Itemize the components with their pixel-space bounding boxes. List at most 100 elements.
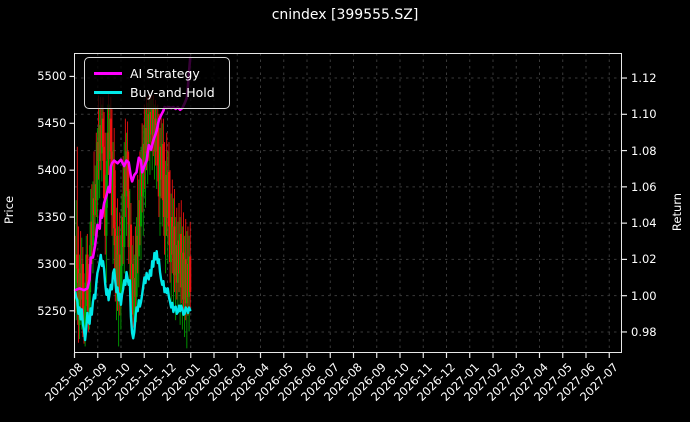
candle-body xyxy=(184,259,187,304)
candle-body xyxy=(168,226,172,263)
candle-body xyxy=(170,217,173,263)
candle-body xyxy=(166,172,169,218)
candle-body xyxy=(182,252,185,300)
candle-body xyxy=(91,198,95,246)
candle-body xyxy=(133,278,136,315)
candle-body xyxy=(95,184,98,201)
candle-body xyxy=(110,151,114,216)
candle-body xyxy=(100,118,103,154)
y-tick-label-price: 5350 xyxy=(37,210,67,225)
y-tick-label-price: 5450 xyxy=(37,116,67,131)
candle-body xyxy=(137,200,140,257)
y-tick-label-return: 0.98 xyxy=(631,324,657,339)
candle-body xyxy=(134,278,137,297)
candle-body xyxy=(162,143,165,201)
candle-body xyxy=(175,245,178,283)
candle-body xyxy=(163,200,166,236)
candle-body xyxy=(146,113,149,154)
candle-body xyxy=(156,125,159,166)
candle-body xyxy=(101,118,105,147)
legend-label-buy-and-hold: Buy-and-Hold xyxy=(130,85,215,100)
candle-body xyxy=(128,224,131,248)
candle-body xyxy=(76,254,79,269)
candle-body xyxy=(124,165,127,197)
candle-body xyxy=(141,168,144,197)
candle-body xyxy=(149,112,153,135)
candle-body xyxy=(139,168,143,227)
plot-border xyxy=(74,53,622,353)
candle-body xyxy=(176,240,179,283)
candle-body xyxy=(180,233,183,288)
candle-body xyxy=(115,235,118,278)
candle-body xyxy=(147,113,150,143)
candle-body xyxy=(152,109,155,141)
candle-body xyxy=(99,125,102,154)
candle-body xyxy=(148,112,152,143)
candle-body xyxy=(160,146,163,180)
chart-title: cnindex [399555.SZ] xyxy=(271,7,419,23)
y-tick-label-return: 1.04 xyxy=(631,216,657,231)
candle-body xyxy=(119,265,122,300)
buy-and-hold-line xyxy=(73,249,192,342)
candle-body xyxy=(183,259,186,300)
candle-body xyxy=(189,256,192,293)
candle-body xyxy=(138,200,141,227)
y-tick-label-return: 1.06 xyxy=(631,179,657,194)
candle-body xyxy=(132,263,135,315)
candle-body xyxy=(81,263,84,321)
candle-body xyxy=(167,172,171,227)
candle-body xyxy=(164,174,167,236)
candle-body xyxy=(114,228,117,278)
candle-body xyxy=(145,128,148,154)
y-tick-label-return: 1.12 xyxy=(631,71,657,86)
candle-body xyxy=(117,254,120,294)
candle-body xyxy=(165,174,168,218)
candle-body xyxy=(120,217,124,266)
candle-body xyxy=(79,273,82,300)
candle-body xyxy=(85,254,88,307)
candle-body xyxy=(92,198,96,216)
legend-label-ai-strategy: AI Strategy xyxy=(130,66,200,81)
candle-body xyxy=(130,263,134,304)
candle-body xyxy=(123,165,126,248)
candle-body xyxy=(87,299,90,323)
ai-strategy-line-swatch xyxy=(94,71,122,76)
candle-body xyxy=(109,118,112,152)
candle-body xyxy=(158,146,162,197)
candle-body xyxy=(181,252,184,288)
legend-item-buy-and-hold: Buy-and-Hold xyxy=(94,83,220,102)
candle-body xyxy=(135,235,138,297)
candle-body xyxy=(144,128,147,171)
candle-body xyxy=(108,118,111,159)
candle-body xyxy=(77,268,80,325)
candle-body xyxy=(171,217,174,255)
candle-body xyxy=(151,109,154,135)
candle-body xyxy=(172,226,175,255)
candle-body xyxy=(94,184,97,216)
candle-body xyxy=(78,273,81,325)
candle-body xyxy=(107,132,110,159)
candle-body xyxy=(126,151,129,191)
y-tick-label-return: 1.02 xyxy=(631,252,657,267)
y-tick-label-price: 5400 xyxy=(37,163,67,178)
y-tick-label-price: 5300 xyxy=(37,256,67,271)
candle-body xyxy=(97,142,100,161)
candle-body xyxy=(157,165,160,197)
candle-body xyxy=(161,143,164,180)
legend: AI Strategy Buy-and-Hold xyxy=(84,57,230,109)
candle-body xyxy=(90,221,93,246)
candle-body xyxy=(103,146,106,199)
candle-body xyxy=(143,143,146,171)
candle-body xyxy=(105,174,108,236)
candle-body xyxy=(173,226,176,276)
candle-body xyxy=(84,306,87,335)
y-tick-label-return: 1.10 xyxy=(631,107,657,122)
candle-body xyxy=(179,233,182,274)
candle-body xyxy=(106,132,109,175)
candle-body xyxy=(129,224,133,304)
candle-body xyxy=(127,190,130,248)
candle-body xyxy=(174,245,177,276)
candle-body xyxy=(177,240,181,274)
